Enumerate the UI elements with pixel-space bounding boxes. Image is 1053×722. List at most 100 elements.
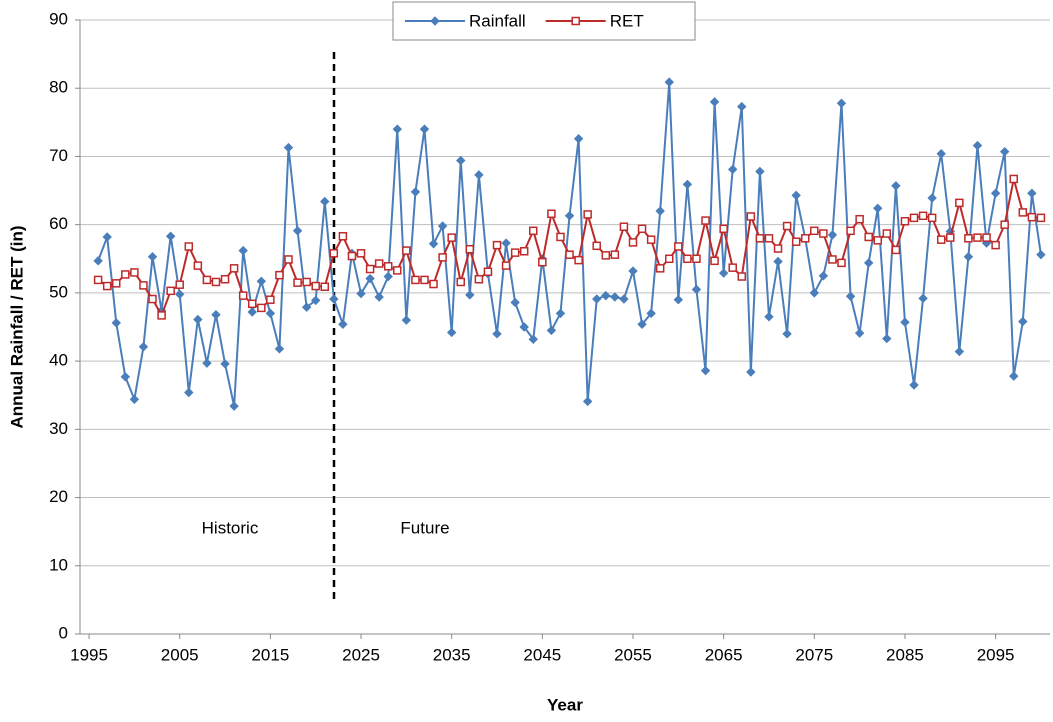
marker [819,229,828,238]
marker [292,226,303,236]
y-tick-label: 0 [59,623,68,642]
marker [120,372,131,382]
marker [193,314,203,325]
x-tick-label: 2095 [977,645,1015,664]
marker [420,275,429,285]
marker [619,222,629,231]
marker [592,294,602,304]
marker [918,293,928,304]
marker [483,267,493,276]
marker [492,240,502,250]
marker [546,325,557,336]
marker [410,187,421,197]
marker [274,344,285,354]
marker [863,258,874,268]
y-tick-label: 70 [49,146,68,165]
marker [936,149,946,159]
marker [392,124,402,134]
marker [347,251,357,261]
marker [175,280,184,289]
marker [709,97,720,107]
marker [402,246,411,255]
marker [900,217,910,226]
marker [165,231,176,241]
marker [338,232,348,241]
marker [1000,220,1009,229]
marker [238,245,248,256]
marker [393,266,402,275]
y-tick-label: 80 [49,78,68,97]
marker [719,224,728,234]
marker [710,256,719,266]
marker [773,244,783,253]
marker [383,271,393,282]
series [93,77,1046,411]
marker [501,238,511,248]
marker [138,342,149,352]
x-tick-label: 2055 [614,645,652,664]
y-tick-label: 10 [49,555,68,574]
marker [419,124,430,134]
marker [601,290,611,301]
marker [456,155,466,166]
marker [946,233,955,242]
marker [556,232,565,242]
marker [828,255,837,264]
marker [266,295,275,304]
marker [320,196,330,207]
marker [628,238,638,247]
marker [782,221,792,231]
marker [1018,208,1028,217]
marker [184,387,194,398]
marker [682,179,693,190]
x-tick-label: 2045 [523,645,561,664]
marker [810,226,819,236]
marker [529,226,538,236]
marker [220,274,230,284]
marker [582,396,593,407]
marker [320,282,330,291]
marker [446,327,457,338]
marker [954,346,965,357]
marker [329,249,339,258]
marker [301,302,312,312]
marker [247,307,257,317]
marker [972,140,983,151]
marker [755,234,765,243]
marker [728,164,738,175]
marker [619,294,629,304]
marker [275,270,284,280]
marker [519,247,529,256]
marker [664,77,674,87]
marker [573,133,584,144]
marker [1018,316,1028,327]
marker [112,279,121,288]
marker [510,248,520,257]
marker [447,233,456,242]
marker [501,261,511,270]
marker [782,329,792,339]
marker [538,257,547,267]
marker [365,264,375,274]
marker [882,333,892,344]
marker [683,254,692,264]
marker [129,394,140,405]
marker [102,281,112,291]
marker [963,252,974,262]
legend-label: RET [610,11,644,30]
marker [990,188,1001,198]
annotation: Historic [202,518,259,537]
x-tick-label: 2015 [251,645,289,664]
marker [93,256,103,266]
marker [964,234,973,243]
marker [93,275,103,285]
marker [284,255,293,264]
marker [1009,371,1019,381]
marker [655,264,665,273]
y-axis-title: Annual Rainfall / RET (in) [7,225,26,428]
marker [1027,188,1037,198]
marker [184,242,194,251]
marker [555,308,566,319]
marker [628,266,638,276]
x-tick-label: 2065 [705,645,743,664]
